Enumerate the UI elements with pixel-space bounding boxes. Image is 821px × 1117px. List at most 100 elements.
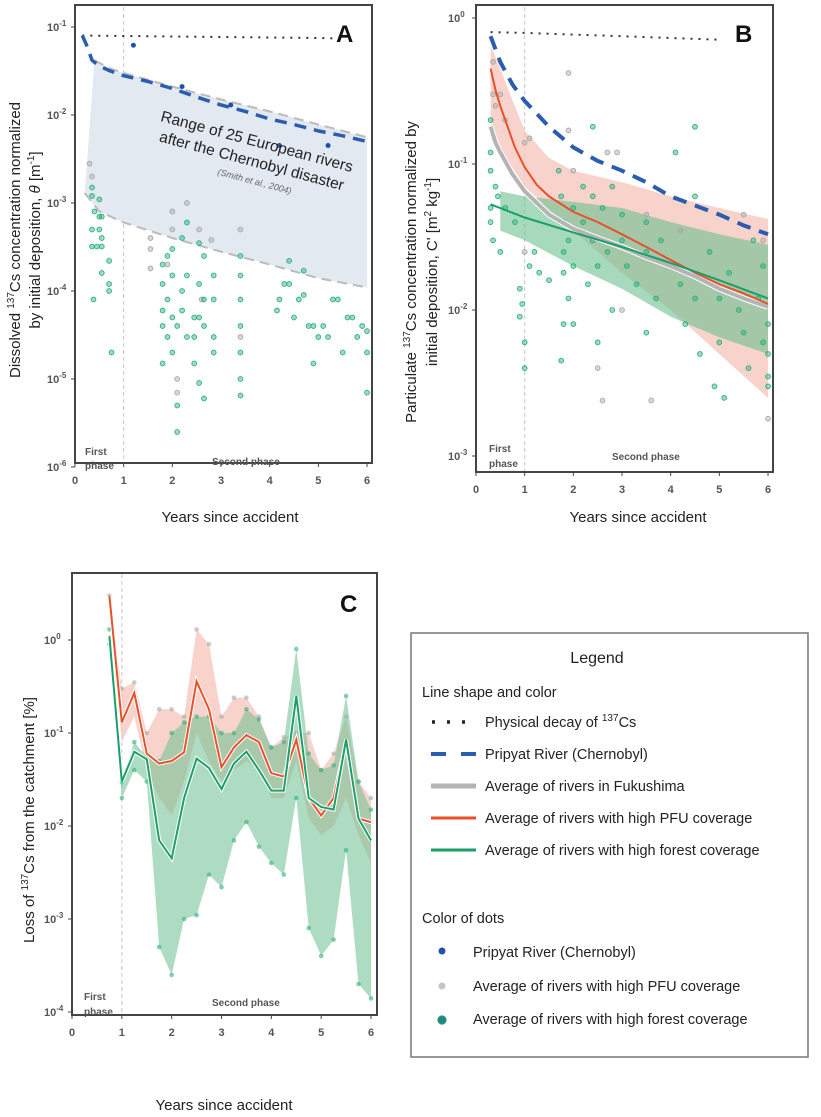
panel-a-plot-area [80,5,370,463]
pripyat-data-point [179,84,185,90]
forest-data-point [210,296,217,303]
forest-data-point [589,193,596,200]
forest-data-point [237,296,244,303]
forest-data-point [237,392,244,399]
legend: Legend Line shape and color Physical dec… [410,632,809,1058]
x-tick-label: 2 [169,1027,175,1039]
forest-data-point [589,123,596,130]
y-tick-label: 100 [448,10,465,25]
forest-data-point [196,380,202,386]
panel-b-y-title-line-2: initial deposition, C' [m2 kg-1] [423,178,441,366]
pfu-data-point [565,127,572,134]
forest-data-point [237,253,244,259]
pfu-data-point [206,641,212,647]
forest-data-point [334,296,341,303]
forest-data-point [231,838,237,843]
forest-data-point [174,402,181,409]
pfu-data-point [599,397,606,404]
forest-data-point [558,193,565,200]
forest-data-point [191,334,198,340]
forest-data-point [570,321,577,327]
forest-data-point [760,339,766,346]
forest-data-point [643,219,650,225]
forest-data-point [96,226,103,233]
pfu-data-point [492,103,499,109]
y-tick-label: 10-4 [47,283,67,298]
x-tick-label: 5 [318,1027,324,1039]
forest-data-point [174,323,181,329]
pfu-data-point [521,139,528,146]
forest-data-point [558,357,565,364]
pfu-data-point [208,237,215,243]
forest-data-point [89,226,95,233]
forest-data-point [196,314,202,321]
forest-data-point [291,314,297,321]
forest-data-point [546,277,552,284]
panel-a-y-title-line-1: Dissolved 137Cs concentration normalized [6,102,24,378]
forest-data-point [526,263,533,269]
pfu-data-point [169,208,176,215]
forest-data-point [536,269,543,276]
legend-item-fukushima-label: Average of rivers in Fukushima [485,779,686,795]
legend-dot-pfu-label: Average of rivers with high PFU coverage [473,979,740,995]
legend-lines-heading: Line shape and color [422,685,557,701]
forest-data-point [256,844,262,849]
forest-data-point [658,237,664,244]
forest-data-point [585,281,591,288]
x-tick-label: 0 [473,484,479,496]
pfu-data-point [119,686,125,691]
pfu-data-point [131,680,137,685]
forest-data-point [219,884,224,890]
legend-dot-pripyat-label: Pripyat River (Chernobyl) [473,945,636,961]
forest-data-point [604,249,611,255]
forest-data-point [219,730,224,736]
forest-data-point [318,953,324,959]
legend-dot-forest: Average of rivers with high forest cover… [437,1012,748,1028]
pfu-data-point [293,730,299,736]
forest-data-point [599,205,606,211]
pfu-data-point [174,376,181,382]
x-tick-label: 3 [218,475,224,487]
gray-dot-icon [438,982,446,990]
forest-data-point [159,307,166,314]
forest-data-point [169,972,174,978]
forest-data-point [318,767,324,773]
forest-data-point [131,739,137,745]
forest-data-point [169,314,176,321]
forest-data-point [108,349,115,356]
panel-a-letter: A [336,21,353,48]
forest-data-point [492,183,499,190]
x-tick-label: 5 [716,484,722,496]
pfu-data-point [147,235,154,241]
x-tick-label: 4 [268,1027,275,1039]
legend-dot-pripyat: Pripyat River (Chernobyl) [438,945,636,961]
panel-b-first-phase-2: phase [489,459,518,470]
forest-confidence-band [500,191,768,354]
forest-data-point [196,240,202,246]
forest-data-point [531,249,538,255]
y-tick-label: 10-5 [47,371,67,386]
forest-data-point [169,246,176,252]
panel-b-y-axis-title: Particulate 137Cs concentration normaliz… [402,121,441,423]
forest-data-point [364,389,370,396]
forest-data-point [119,795,125,801]
forest-data-point [181,720,187,725]
pfu-data-point [570,167,577,174]
forest-data-point [96,196,103,203]
pfu-data-point [526,135,533,142]
forest-data-point [359,323,365,329]
forest-data-point [174,429,181,435]
forest-data-point [682,321,689,327]
pfu-data-point [648,397,655,404]
pfu-data-point [521,249,528,255]
legend-item-pfu-line: Average of rivers with high PFU coverage [431,811,752,827]
forest-data-point [306,925,312,931]
blue-dot-icon [438,947,446,955]
forest-data-point [98,235,105,241]
pripyat-data-point [130,42,136,48]
pfu-data-point [231,695,237,700]
forest-data-point [164,296,171,303]
legend-dot-forest-label: Average of rivers with high forest cover… [473,1012,748,1028]
forest-data-point [594,339,601,346]
forest-data-point [735,307,742,313]
